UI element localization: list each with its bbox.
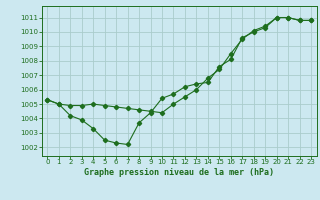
X-axis label: Graphe pression niveau de la mer (hPa): Graphe pression niveau de la mer (hPa) [84,168,274,177]
